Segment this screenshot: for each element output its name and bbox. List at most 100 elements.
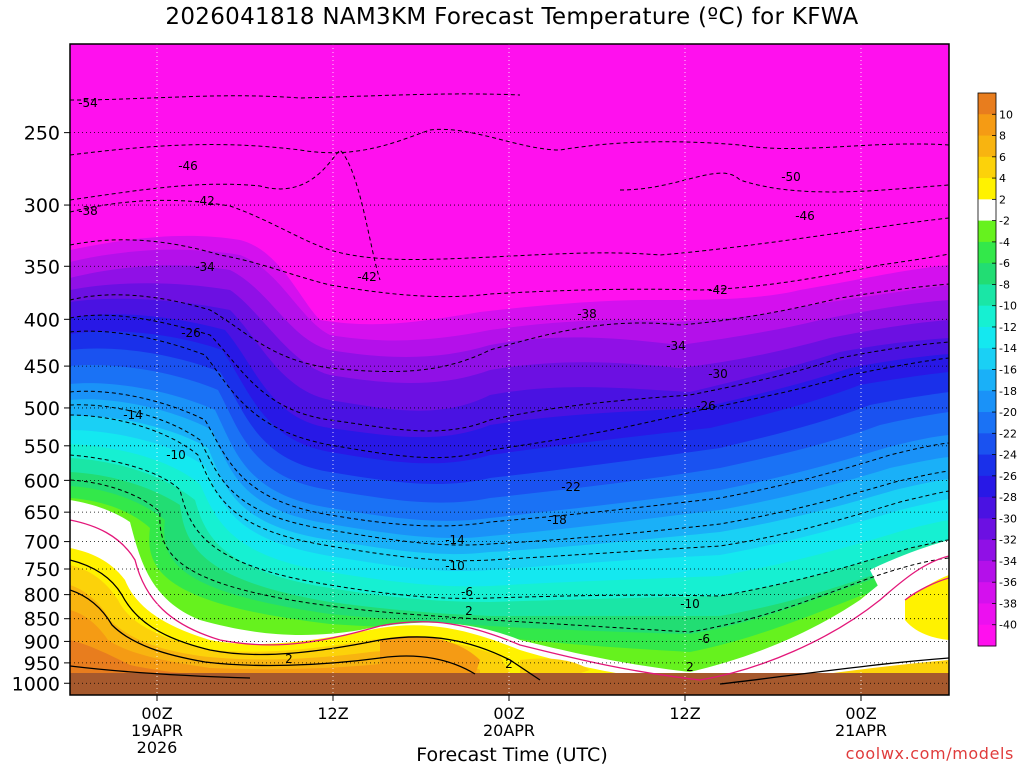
colorbar-label: -18 (999, 385, 1017, 398)
contour-label: 2 (505, 657, 513, 671)
colorbar-swatch (978, 93, 996, 115)
contour-labels: -54 -46 -42 -38 -34 -42 -50 -46 -42 -38 -34 -30 -26 -… (78, 96, 815, 674)
site-credit: coolwx.com/models (845, 744, 1014, 763)
y-tick-label: 350 (24, 256, 60, 278)
contour-label: -42 (708, 283, 728, 297)
y-tick-label: 650 (24, 502, 60, 524)
y-tick-label: 950 (24, 653, 60, 675)
y-tick-label: 1000 (12, 673, 60, 695)
y-tick-label: 300 (24, 195, 60, 217)
chart-title: 2026041818 NAM3KM Forecast Temperature (… (165, 4, 859, 30)
y-tick-label: 800 (24, 585, 60, 607)
colorbar-label: -8 (999, 278, 1010, 291)
colorbar-label: -32 (999, 534, 1017, 547)
colorbar-label: -36 (999, 576, 1017, 589)
contour-label: -26 (696, 399, 716, 413)
contour-label: -50 (781, 170, 801, 184)
contour-label: -46 (795, 209, 815, 223)
x-tick-label: 21APR (835, 721, 887, 740)
colorbar-swatch (978, 220, 996, 243)
colorbar-swatch (978, 624, 996, 647)
colorbar-label: -22 (999, 427, 1017, 440)
y-tick-label: 900 (24, 631, 60, 653)
colorbar-label: -10 (999, 300, 1017, 313)
contour-label: -10 (166, 448, 186, 462)
colorbar-swatch (978, 241, 996, 264)
contour-label: -46 (178, 159, 198, 173)
colorbar-swatch (978, 518, 996, 541)
isotherm-contours (70, 93, 949, 633)
colorbar-label: -26 (999, 470, 1017, 483)
y-tick-label: 400 (24, 309, 60, 331)
contour-label: -42 (357, 270, 377, 284)
contour-label: -30 (708, 367, 728, 381)
contour-label: 2 (285, 652, 293, 666)
colorbar-swatch (978, 114, 996, 137)
contour-label: -26 (181, 326, 201, 340)
x-tick-label: 12Z (317, 704, 348, 723)
contour-label: -22 (561, 480, 581, 494)
colorbar-swatch (978, 560, 996, 583)
colorbar: 10 8 6 4 2 -2 -4 -6 -8 -10 -12 -14 -16 -18 -20 -22 -24 -2… (977, 92, 1017, 647)
contour-label: -6 (461, 585, 473, 599)
colorbar-label: -6 (999, 257, 1010, 270)
colorbar-swatch (978, 305, 996, 328)
colorbar-swatch (978, 475, 996, 498)
contour-label: 2 (686, 660, 694, 674)
colorbar-swatch (978, 156, 996, 179)
colorbar-label: -28 (999, 491, 1017, 504)
colorbar-label: -30 (999, 512, 1017, 525)
colorbar-label: 4 (999, 172, 1006, 185)
x-tick-label: 00Z (493, 704, 524, 723)
grid-lines (70, 44, 949, 695)
colorbar-label: -14 (999, 342, 1017, 355)
colorbar-label: -38 (999, 597, 1017, 610)
y-tick-label: 850 (24, 609, 60, 631)
contour-label: -38 (78, 204, 98, 218)
y-tick-label: 700 (24, 532, 60, 554)
colorbar-label: 6 (999, 151, 1006, 164)
colorbar-label: -16 (999, 364, 1017, 377)
colorbar-label: 10 (999, 108, 1013, 121)
contour-label: -42 (195, 194, 215, 208)
colorbar-swatch (978, 582, 996, 604)
colorbar-swatch (978, 199, 996, 222)
x-tick-label: 00Z (141, 704, 172, 723)
colorbar-swatch (978, 348, 996, 370)
contour-label: -10 (680, 597, 700, 611)
x-tick-label: 19APR (131, 721, 183, 740)
contour-label: -18 (547, 513, 567, 527)
contour-label: -14 (445, 533, 465, 547)
colorbar-label: -2 (999, 215, 1010, 228)
contour-label: -6 (698, 632, 710, 646)
colorbar-swatch (978, 539, 996, 562)
y-tick-label: 550 (24, 436, 60, 458)
y-tick-label: 250 (24, 123, 60, 145)
colorbar-swatch (978, 454, 996, 477)
y-tick-label: 600 (24, 470, 60, 492)
contour-label: -54 (78, 96, 98, 110)
contour-label: -14 (123, 408, 143, 422)
colorbar-swatch (978, 433, 996, 456)
colorbar-swatch (978, 390, 996, 413)
colorbar-swatch (978, 497, 996, 519)
y-tick-label: 500 (24, 398, 60, 420)
contour-label: -10 (445, 559, 465, 573)
colorbar-swatch (978, 178, 996, 200)
contour-label: -34 (666, 339, 686, 353)
freezing-contours (70, 519, 949, 685)
colorbar-swatch (978, 135, 996, 158)
colorbar-label: -4 (999, 236, 1010, 249)
colorbar-swatch (978, 263, 996, 285)
contour-label: -34 (195, 260, 215, 274)
y-tick-label: 450 (24, 356, 60, 378)
colorbar-swatch (978, 412, 996, 434)
colorbar-swatch (978, 369, 996, 392)
colorbar-label: 2 (999, 193, 1006, 206)
colorbar-swatch (978, 603, 996, 626)
colorbar-swatch (978, 284, 996, 307)
colorbar-label: -12 (999, 321, 1017, 334)
x-tick-label: 00Z (845, 704, 876, 723)
